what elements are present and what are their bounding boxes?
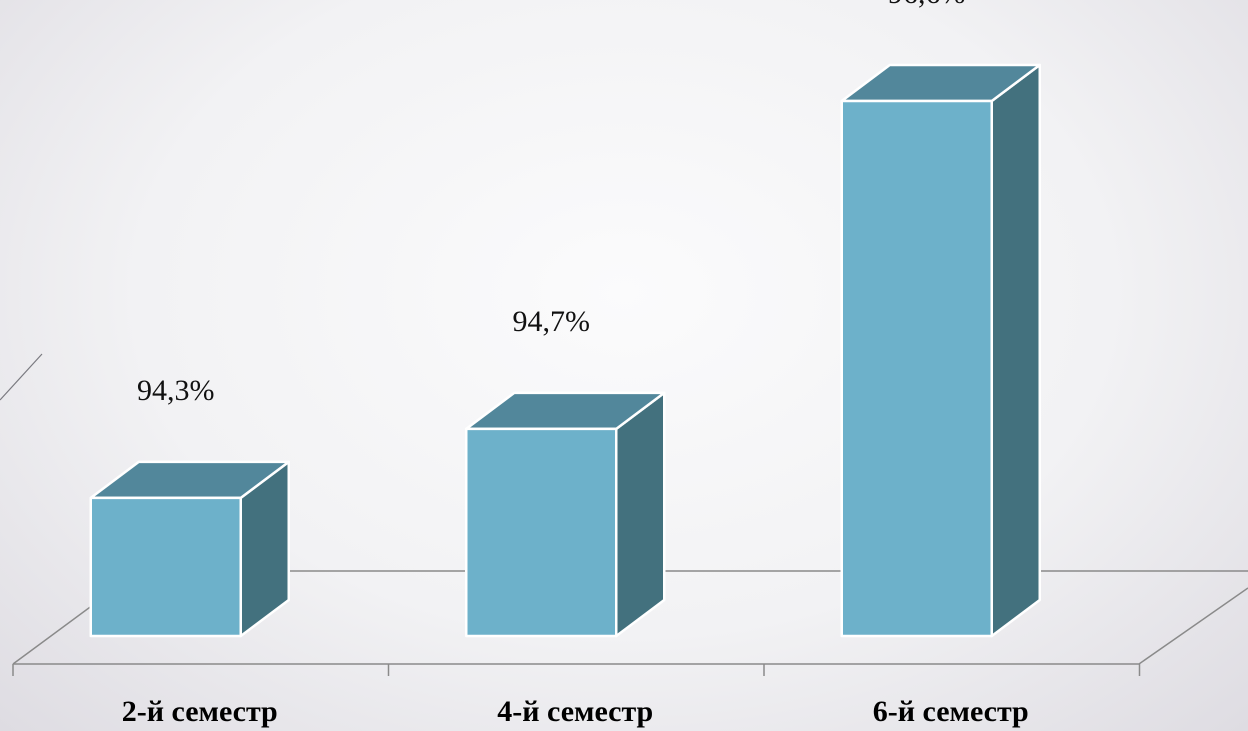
bar-2	[465, 391, 666, 638]
bar-front-face	[840, 99, 993, 638]
value-label: 94,7%	[513, 305, 591, 338]
category-label: 6-й семестр	[873, 695, 1029, 728]
bar-1	[89, 460, 290, 638]
value-label: 96,6%	[888, 0, 966, 10]
bar-side-face	[615, 391, 666, 638]
value-labels: 94,3% 94,7% 96,6%	[137, 0, 966, 407]
bar-3	[840, 63, 1041, 638]
bar-front-face	[89, 496, 242, 638]
category-label: 2-й семестр	[122, 695, 278, 728]
category-label: 4-й семестр	[497, 695, 653, 728]
value-label: 94,3%	[137, 374, 215, 407]
bar-series	[89, 63, 1041, 638]
bar-front-face	[465, 427, 618, 638]
decorative-slash	[0, 353, 43, 401]
category-labels: 2-й семестр 4-й семестр 6-й семестр	[122, 695, 1029, 728]
bar-side-face	[990, 63, 1041, 638]
